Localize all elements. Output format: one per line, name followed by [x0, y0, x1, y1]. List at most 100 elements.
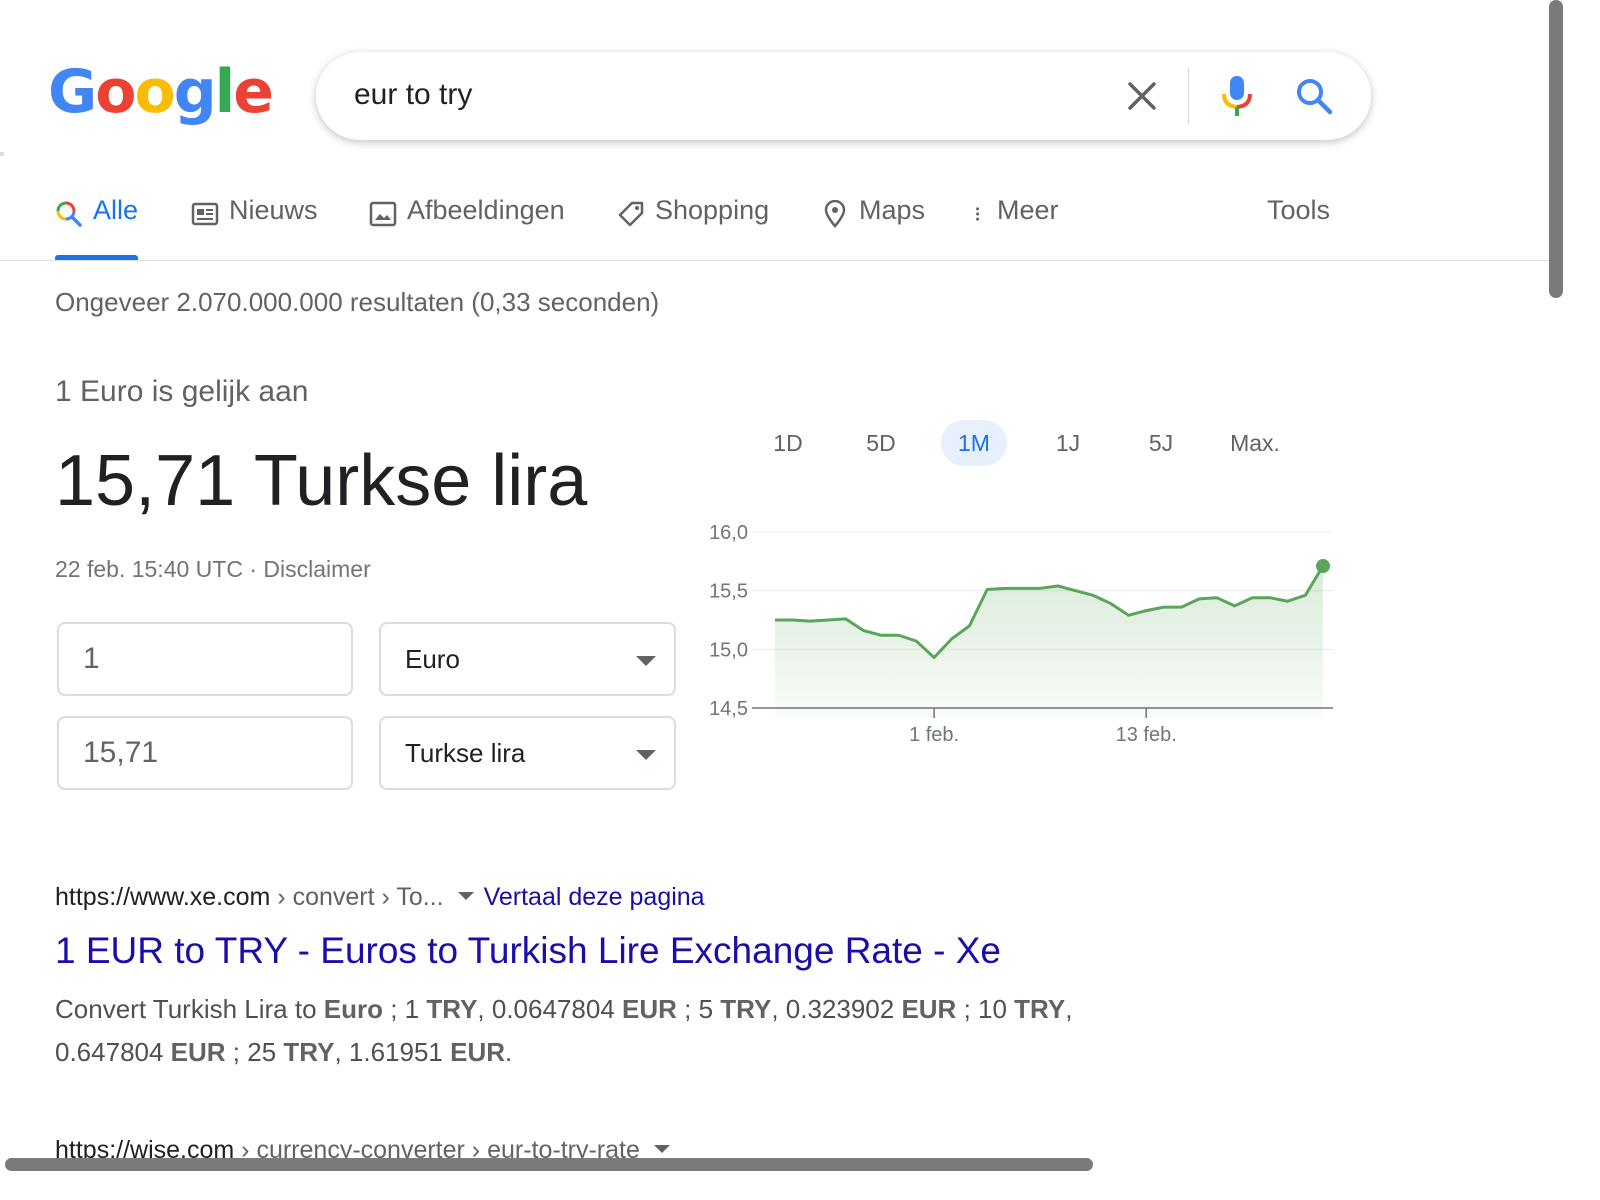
range-1d[interactable]: 1D	[773, 429, 803, 456]
converter-result: 15,71 Turkse lira	[55, 441, 588, 521]
from-currency-select[interactable]: Euro	[379, 622, 676, 696]
clear-search-button[interactable]	[1122, 76, 1162, 116]
snippet-text: , 0.647804	[55, 994, 1073, 1067]
tab-label: Afbeeldingen	[407, 195, 565, 225]
tab-maps[interactable]: Maps	[821, 195, 925, 260]
search-divider	[1188, 68, 1189, 124]
tab-afbeeldingen[interactable]: Afbeeldingen	[369, 195, 565, 260]
result-domain: https://www.xe.com	[55, 883, 271, 911]
snippet-highlight: TRY	[283, 1037, 335, 1067]
y-tick-label: 15,0	[709, 639, 748, 661]
snippet-text: ; 10	[956, 994, 1015, 1024]
translate-link[interactable]: Vertaal deze pagina	[483, 883, 705, 911]
result-url[interactable]: https://www.xe.com › convert › To... Vert…	[55, 883, 705, 912]
google-logo[interactable]: Google	[48, 57, 274, 127]
y-tick-label: 14,5	[709, 698, 748, 720]
more-vertical-icon	[976, 207, 980, 221]
logo-letter: o	[134, 57, 175, 127]
range-5d[interactable]: 5D	[866, 429, 896, 456]
search-tabs: Alle Nieuws Afbeeldingen Shopping Maps	[55, 195, 1355, 260]
tab-alle[interactable]: Alle	[55, 195, 139, 260]
snippet-text: Convert Turkish Lira to	[55, 994, 324, 1024]
rate-timestamp: 22 feb. 15:40 UTC	[55, 556, 243, 582]
tabs-divider	[0, 260, 1550, 261]
horizontal-scrollbar[interactable]	[5, 1158, 1093, 1171]
voice-search-button[interactable]	[1220, 74, 1254, 118]
y-tick-label: 15,5	[709, 581, 748, 603]
result-menu-icon[interactable]	[653, 1145, 670, 1154]
tab-label: Nieuws	[229, 195, 318, 225]
vertical-scrollbar[interactable]	[1549, 0, 1563, 298]
snippet-highlight: EUR	[622, 994, 677, 1024]
result-breadcrumb: › convert › To...	[270, 883, 444, 911]
area-fill	[775, 566, 1323, 718]
meta-separator: ·	[249, 556, 258, 582]
dropdown-arrow-icon	[636, 656, 656, 666]
snippet-highlight: EUR	[170, 1037, 226, 1067]
microphone-icon	[1222, 76, 1252, 116]
exchange-rate-chart[interactable]: 16,0 15,5 15,0 14,5 1 feb. 13 feb.	[700, 510, 1350, 760]
from-amount-input[interactable]: 1	[57, 622, 353, 696]
map-pin-icon	[824, 200, 846, 228]
tools-label: Tools	[1267, 195, 1331, 225]
series-line	[775, 565, 1325, 660]
logo-letter: e	[233, 57, 274, 127]
snippet-highlight: TRY	[720, 994, 772, 1024]
snippet-highlight: TRY	[426, 994, 478, 1024]
edge-marker	[0, 152, 4, 156]
tools-button[interactable]: Tools	[1267, 195, 1330, 260]
image-icon	[369, 201, 397, 227]
snippet-highlight: EUR	[901, 994, 957, 1024]
snippet-highlight: EUR	[450, 1037, 506, 1067]
snippet-text: ; 5	[676, 994, 721, 1024]
snippet-text: .	[505, 1037, 513, 1067]
snippet-text: , 1.61951	[334, 1037, 451, 1067]
range-max[interactable]: Max.	[1230, 429, 1280, 456]
to-currency-select[interactable]: Turkse lira	[379, 716, 676, 790]
snippet-highlight: Euro	[323, 994, 384, 1024]
snippet-highlight: TRY	[1014, 994, 1066, 1024]
to-currency-value: Turkse lira	[405, 737, 526, 768]
result-snippet: Convert Turkish Lira to Euro ; 1 TRY, 0.…	[55, 988, 1155, 1074]
tab-label: Shopping	[655, 195, 770, 225]
to-amount-input[interactable]: 15,71	[57, 716, 353, 790]
search-box[interactable]: eur to try	[316, 52, 1371, 140]
search-submit-button[interactable]	[1294, 76, 1334, 116]
result-menu-icon[interactable]	[457, 892, 474, 901]
result-title[interactable]: 1 EUR to TRY - Euros to Turkish Lire Exc…	[55, 930, 1001, 971]
converter-label: 1 Euro is gelijk aan	[55, 375, 309, 408]
tab-shopping[interactable]: Shopping	[617, 195, 769, 260]
tag-icon	[618, 201, 644, 227]
result-stats: Ongeveer 2.070.000.000 resultaten (0,33 …	[55, 287, 660, 317]
logo-letter: o	[95, 57, 136, 127]
tab-label: Meer	[997, 195, 1059, 225]
x-tick-label: 13 feb.	[1116, 724, 1177, 746]
logo-letter: g	[173, 57, 217, 127]
range-1m[interactable]: 1M	[941, 420, 1007, 466]
tab-nieuws[interactable]: Nieuws	[191, 195, 318, 260]
current-value-point	[1316, 559, 1330, 574]
tab-meer[interactable]: Meer	[973, 195, 1059, 260]
tab-label: Alle	[93, 195, 139, 225]
converter-meta: 22 feb. 15:40 UTC · Disclaimer	[55, 556, 371, 583]
tab-label: Maps	[859, 195, 926, 225]
logo-letter: G	[48, 57, 97, 127]
x-tick-label: 1 feb.	[909, 724, 959, 746]
logo-letter: l	[214, 57, 236, 127]
from-amount-value: 1	[83, 642, 100, 675]
to-amount-value: 15,71	[83, 736, 159, 769]
range-5j[interactable]: 5J	[1148, 429, 1174, 456]
snippet-text: , 0.323902	[771, 994, 902, 1024]
snippet-text: ; 1	[383, 994, 427, 1024]
from-currency-value: Euro	[405, 643, 460, 674]
range-1j[interactable]: 1J	[1055, 429, 1081, 456]
search-icon	[1297, 79, 1333, 115]
dropdown-arrow-icon	[636, 750, 656, 760]
active-tab-indicator	[55, 255, 139, 260]
snippet-text: ; 25	[225, 1037, 284, 1067]
y-tick-label: 16,0	[709, 522, 748, 544]
search-icon	[56, 201, 82, 227]
disclaimer-link[interactable]: Disclaimer	[263, 556, 371, 582]
news-icon	[191, 202, 219, 226]
search-input[interactable]: eur to try	[354, 78, 473, 111]
